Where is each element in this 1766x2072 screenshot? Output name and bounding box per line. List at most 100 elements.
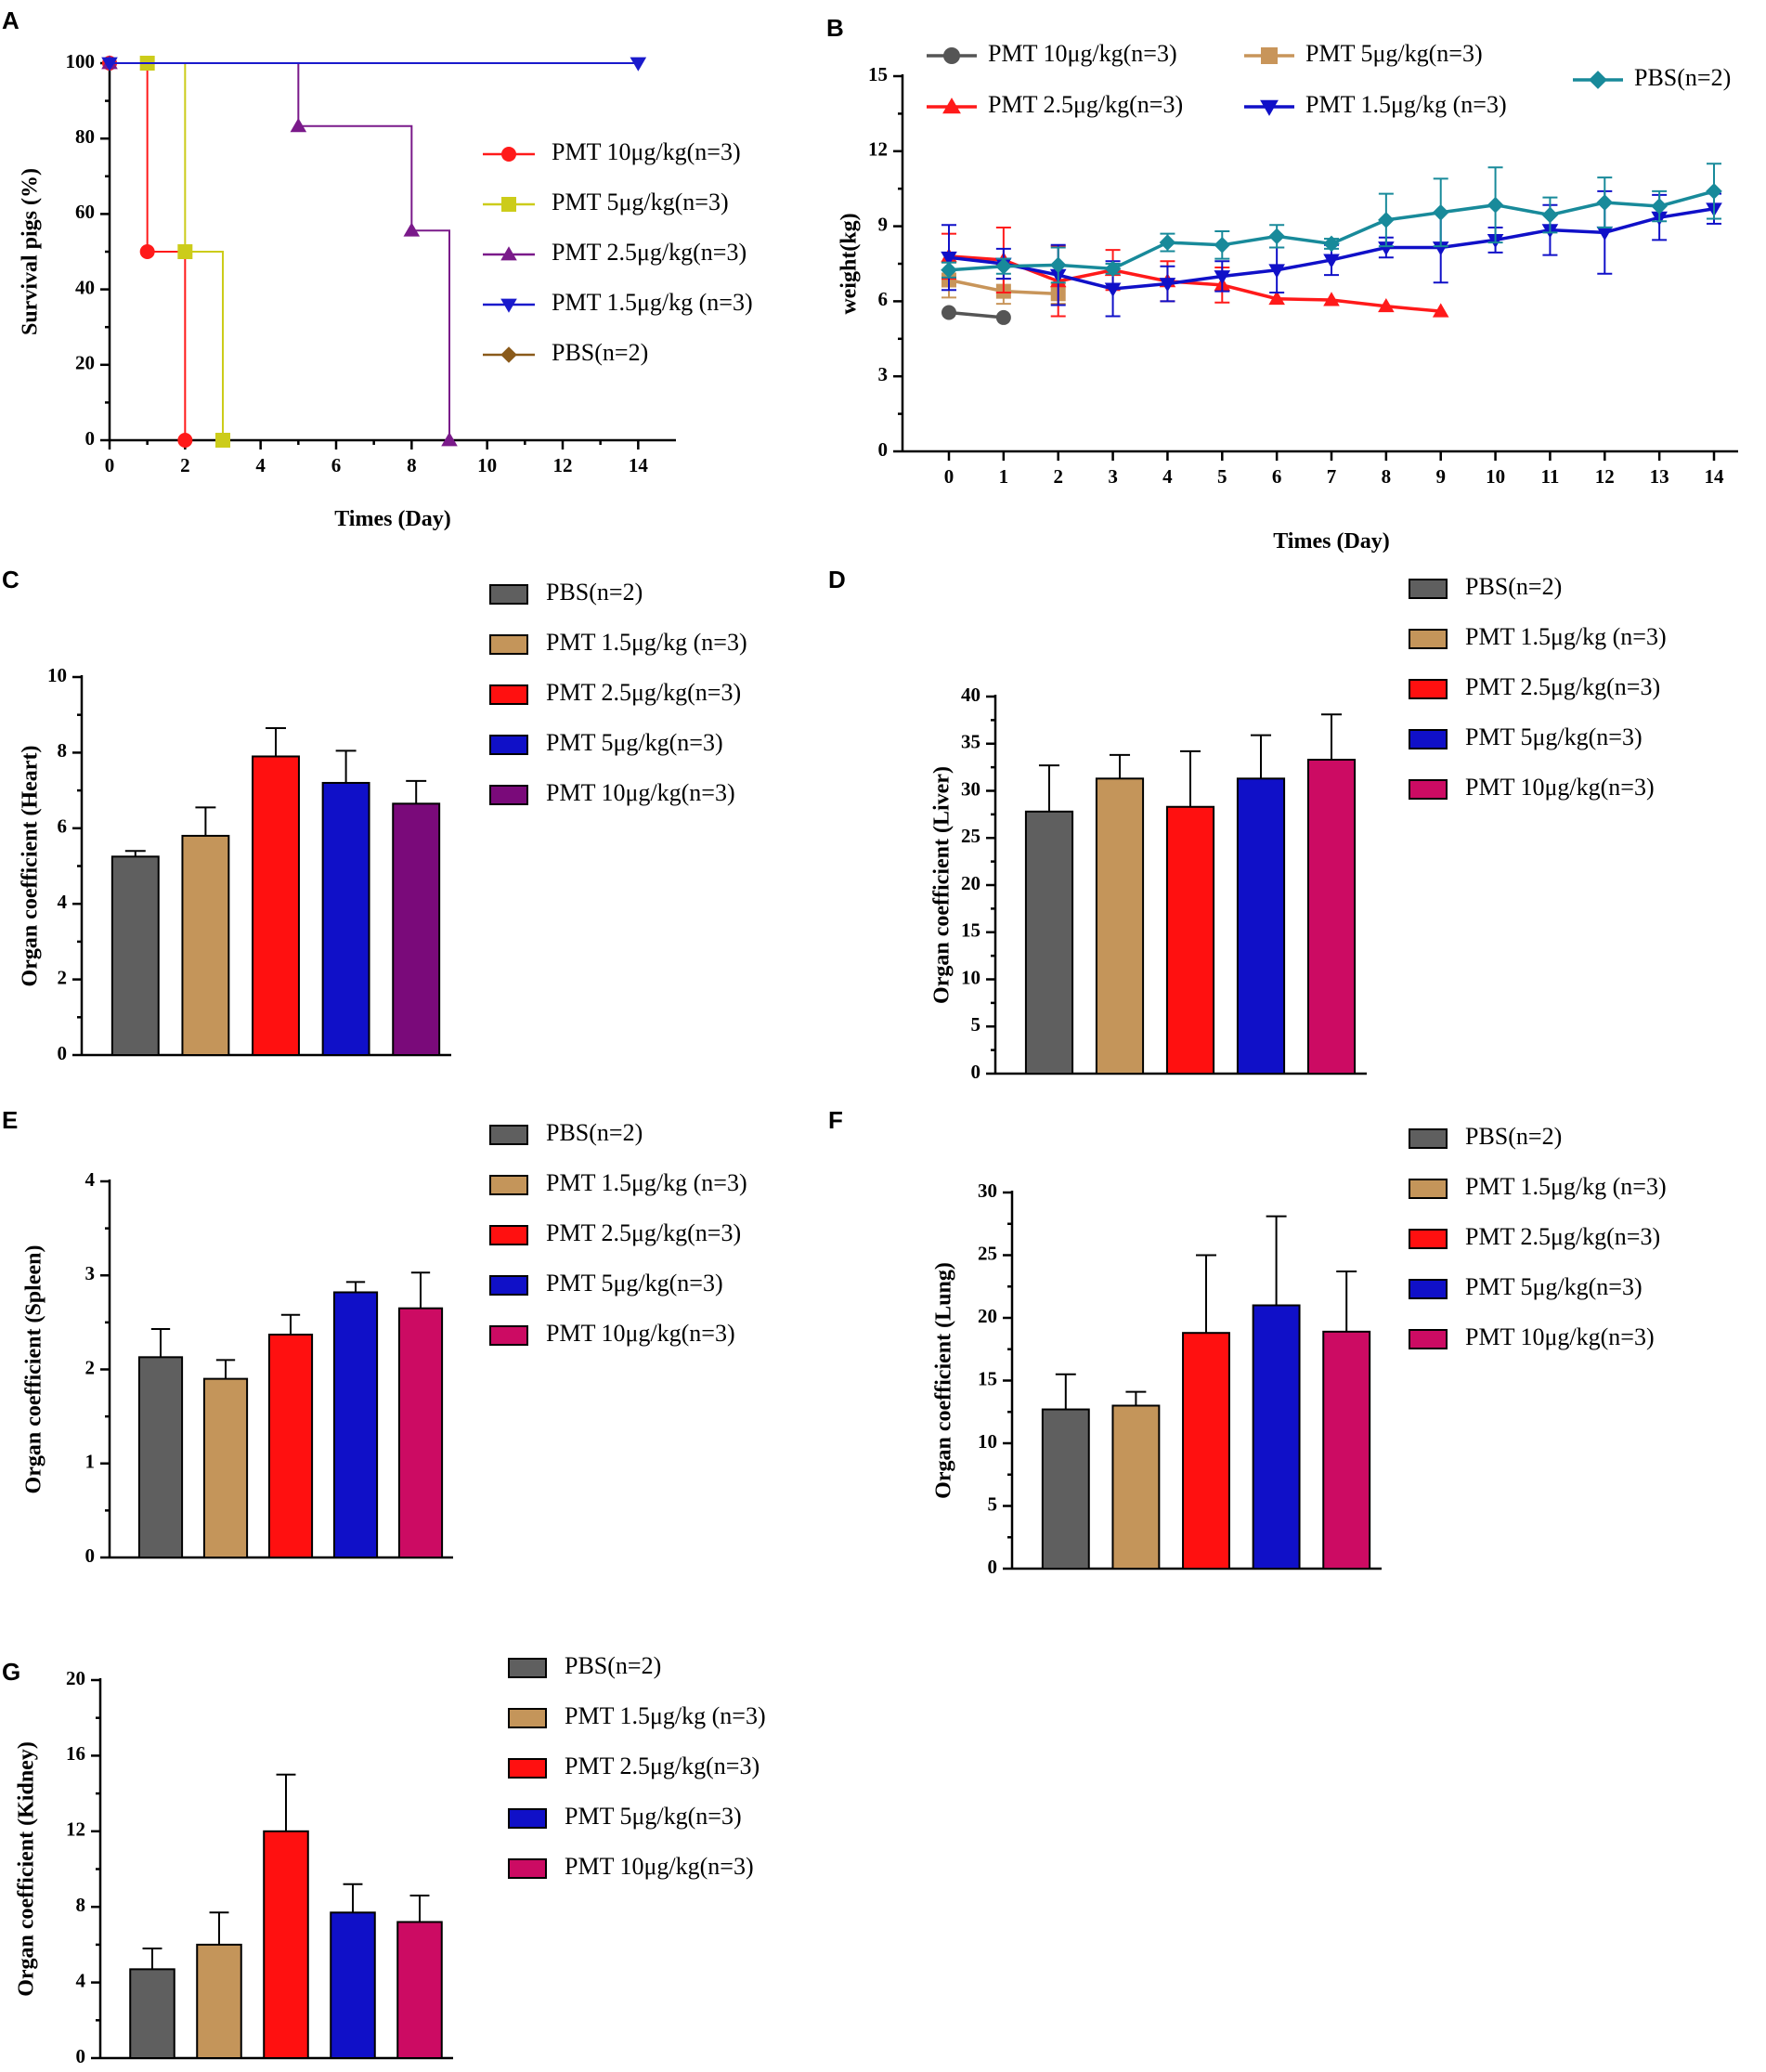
legend-marker-b bbox=[942, 98, 961, 114]
y-tick-label-b: 15 bbox=[868, 63, 888, 85]
legend-swatch-d bbox=[1409, 579, 1448, 599]
data-point-a bbox=[101, 57, 118, 72]
legend-label-d: PMT 10μg/kg(n=3) bbox=[1465, 774, 1655, 801]
panel-label-e: E bbox=[2, 1106, 18, 1134]
panel-c-heart-chart: C 0 2 4 6 8 10 Organ coefficient (Heart) PBS(n=2… bbox=[2, 566, 747, 1064]
legend-label-d: PMT 1.5μg/kg (n=3) bbox=[1465, 623, 1667, 650]
bar-c bbox=[392, 802, 441, 1056]
x-tick-label-a: 10 bbox=[477, 454, 497, 476]
legend-label-c: PMT 2.5μg/kg(n=3) bbox=[546, 679, 741, 706]
y-tick-label-a: 0 bbox=[85, 427, 96, 450]
bar-e bbox=[332, 1291, 379, 1558]
bar-e bbox=[137, 1356, 184, 1559]
legend-label-d: PMT 2.5μg/kg(n=3) bbox=[1465, 673, 1660, 700]
legend-label-d: PMT 5μg/kg(n=3) bbox=[1465, 723, 1643, 750]
legend-label-g: PMT 1.5μg/kg (n=3) bbox=[565, 1702, 766, 1729]
y-tick-label-c: 2 bbox=[58, 966, 68, 988]
data-point-b bbox=[1268, 290, 1285, 306]
y-tick-label-e: 2 bbox=[85, 1356, 96, 1378]
y-tick-label-b: 3 bbox=[878, 363, 889, 385]
data-point-b bbox=[995, 309, 1011, 325]
data-point-b bbox=[1214, 270, 1231, 285]
legend-label-b: PMT 1.5μg/kg (n=3) bbox=[1305, 91, 1507, 118]
x-tick-label-a: 4 bbox=[255, 454, 266, 476]
x-axis-title-b: Times (Day) bbox=[1273, 529, 1390, 554]
bar-d bbox=[1024, 810, 1074, 1075]
data-point-b bbox=[1268, 264, 1285, 279]
legend-label-b: PBS(n=2) bbox=[1634, 64, 1731, 91]
data-point-b bbox=[1104, 282, 1122, 297]
y-tick-label-d: 15 bbox=[961, 919, 980, 942]
panel-a-survival-chart: A 0 20 40 60 80 100 Survival pigs (%) 0 2 4 6 8 10 12 1… bbox=[2, 7, 753, 531]
panel-label-f: F bbox=[828, 1106, 843, 1134]
legend-swatch-d bbox=[1409, 629, 1448, 649]
y-tick-label-b: 12 bbox=[868, 138, 888, 161]
legend-label-d: PBS(n=2) bbox=[1465, 573, 1562, 600]
y-tick-label-f: 15 bbox=[978, 1367, 997, 1389]
panel-g-kidney-chart: G 0 4 8 12 16 20 Organ coefficient (Kidney) PBS(… bbox=[2, 1652, 766, 2067]
legend-label-g: PMT 10μg/kg(n=3) bbox=[565, 1853, 754, 1880]
data-point-b bbox=[1159, 234, 1176, 251]
data-point-b bbox=[1104, 260, 1122, 278]
legend-label-b: PMT 10μg/kg(n=3) bbox=[988, 40, 1177, 67]
y-tick-label-d: 25 bbox=[961, 825, 980, 847]
y-tick-label-d: 40 bbox=[961, 684, 980, 706]
data-point-a bbox=[290, 118, 307, 133]
panel-f-lung-chart: F 0 5 10 15 20 25 30 Organ coefficient (Lung) PBS… bbox=[828, 1106, 1667, 1578]
x-tick-label-b: 14 bbox=[1705, 465, 1725, 488]
legend-swatch-c bbox=[489, 684, 528, 705]
y-tick-label-e: 0 bbox=[85, 1544, 96, 1567]
bar-c bbox=[252, 755, 300, 1056]
bar-c bbox=[181, 834, 230, 1056]
data-point-b bbox=[941, 251, 957, 267]
panel-label-a: A bbox=[2, 7, 19, 34]
legend-swatch-c bbox=[489, 735, 528, 755]
y-tick-label-f: 20 bbox=[978, 1305, 997, 1327]
legend-label-f: PMT 10μg/kg(n=3) bbox=[1465, 1323, 1655, 1350]
legend-label-c: PMT 5μg/kg(n=3) bbox=[546, 729, 723, 756]
y-tick-label-a: 40 bbox=[75, 276, 95, 298]
legend-label-e: PMT 10μg/kg(n=3) bbox=[546, 1320, 735, 1347]
y-axis-title-b: weight(kg) bbox=[838, 213, 862, 314]
data-point-b bbox=[1323, 292, 1340, 306]
data-point-b bbox=[1159, 278, 1176, 293]
y-tick-label-d: 35 bbox=[961, 731, 980, 753]
legend-marker-b bbox=[1261, 47, 1278, 64]
legend-swatch-c bbox=[489, 634, 528, 655]
data-point-b bbox=[1706, 183, 1722, 200]
y-tick-label-a: 80 bbox=[75, 125, 95, 148]
x-tick-label-b: 10 bbox=[1486, 465, 1505, 488]
y-tick-label-c: 6 bbox=[58, 815, 68, 838]
legend-swatch-c bbox=[489, 584, 528, 605]
bar-f bbox=[1252, 1304, 1301, 1570]
legend-label-b: PMT 5μg/kg(n=3) bbox=[1305, 40, 1483, 67]
legend-label-f: PMT 5μg/kg(n=3) bbox=[1465, 1273, 1643, 1300]
data-point-a bbox=[215, 433, 230, 448]
legend-label-f: PMT 1.5μg/kg (n=3) bbox=[1465, 1173, 1667, 1200]
x-tick-label-b: 6 bbox=[1272, 465, 1282, 488]
legend-swatch-f bbox=[1409, 1179, 1448, 1199]
bar-c bbox=[321, 781, 370, 1057]
bar-f bbox=[1041, 1408, 1090, 1570]
y-tick-label-d: 10 bbox=[961, 966, 980, 988]
legend-marker-a bbox=[500, 246, 517, 261]
data-point-b bbox=[1432, 303, 1449, 318]
legend-label-a: PMT 5μg/kg(n=3) bbox=[552, 189, 729, 215]
panel-label-g: G bbox=[2, 1658, 20, 1686]
bar-d bbox=[1095, 777, 1145, 1075]
legend-swatch-e bbox=[489, 1225, 528, 1245]
x-tick-label-b: 3 bbox=[1108, 465, 1118, 488]
y-tick-label-d: 5 bbox=[971, 1013, 981, 1036]
x-tick-label-b: 0 bbox=[944, 465, 954, 488]
legend-label-e: PMT 1.5μg/kg (n=3) bbox=[546, 1169, 747, 1196]
y-tick-label-g: 0 bbox=[76, 2045, 86, 2067]
x-tick-label-b: 11 bbox=[1541, 465, 1560, 488]
legend-marker-a bbox=[501, 147, 516, 162]
legend-label-f: PBS(n=2) bbox=[1465, 1123, 1562, 1150]
legend-swatch-f bbox=[1409, 1128, 1448, 1149]
bar-g bbox=[263, 1830, 309, 2060]
legend-swatch-c bbox=[489, 785, 528, 805]
legend-swatch-g bbox=[508, 1708, 547, 1728]
